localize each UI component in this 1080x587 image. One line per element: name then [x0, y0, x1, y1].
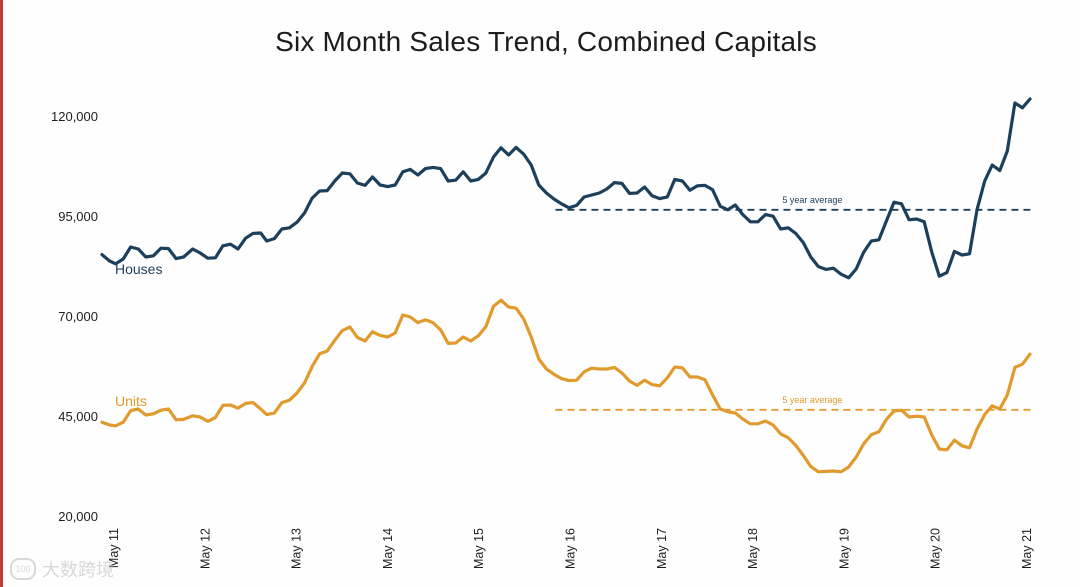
- chart-title: Six Month Sales Trend, Combined Capitals: [275, 26, 817, 57]
- x-tick-label: May 13: [290, 528, 304, 569]
- series-line-houses: [100, 97, 1032, 280]
- x-tick-label: May 18: [746, 528, 760, 569]
- x-tick-label: May 16: [564, 528, 578, 569]
- series-label-units: Units: [115, 393, 147, 409]
- left-edge-line: [0, 0, 3, 587]
- x-tick-label: May 21: [1020, 528, 1034, 569]
- x-tick-label: May 17: [655, 528, 669, 569]
- x-tick-label: May 20: [929, 528, 943, 569]
- x-tick-label: May 19: [837, 528, 851, 569]
- reference-label-units: 5 year average: [782, 395, 842, 405]
- x-tick-label: May 14: [381, 528, 395, 569]
- watermark-text: 大数跨境: [42, 560, 114, 580]
- series-line-units: [100, 298, 1032, 474]
- x-tick-label: May 12: [198, 528, 212, 569]
- y-tick-label: 20,000: [58, 509, 98, 524]
- y-tick-label: 45,000: [58, 409, 98, 424]
- y-tick-label: 70,000: [58, 309, 98, 324]
- y-tick-label: 95,000: [58, 209, 98, 224]
- series-label-houses: Houses: [115, 261, 162, 277]
- x-tick-label: May 15: [472, 528, 486, 569]
- watermark: 100 大数跨境: [10, 556, 114, 582]
- reference-label-houses: 5 year average: [782, 195, 842, 205]
- y-tick-label: 120,000: [51, 109, 98, 124]
- watermark-logo: 100: [10, 558, 36, 580]
- x-tick-label: May 11: [107, 528, 121, 568]
